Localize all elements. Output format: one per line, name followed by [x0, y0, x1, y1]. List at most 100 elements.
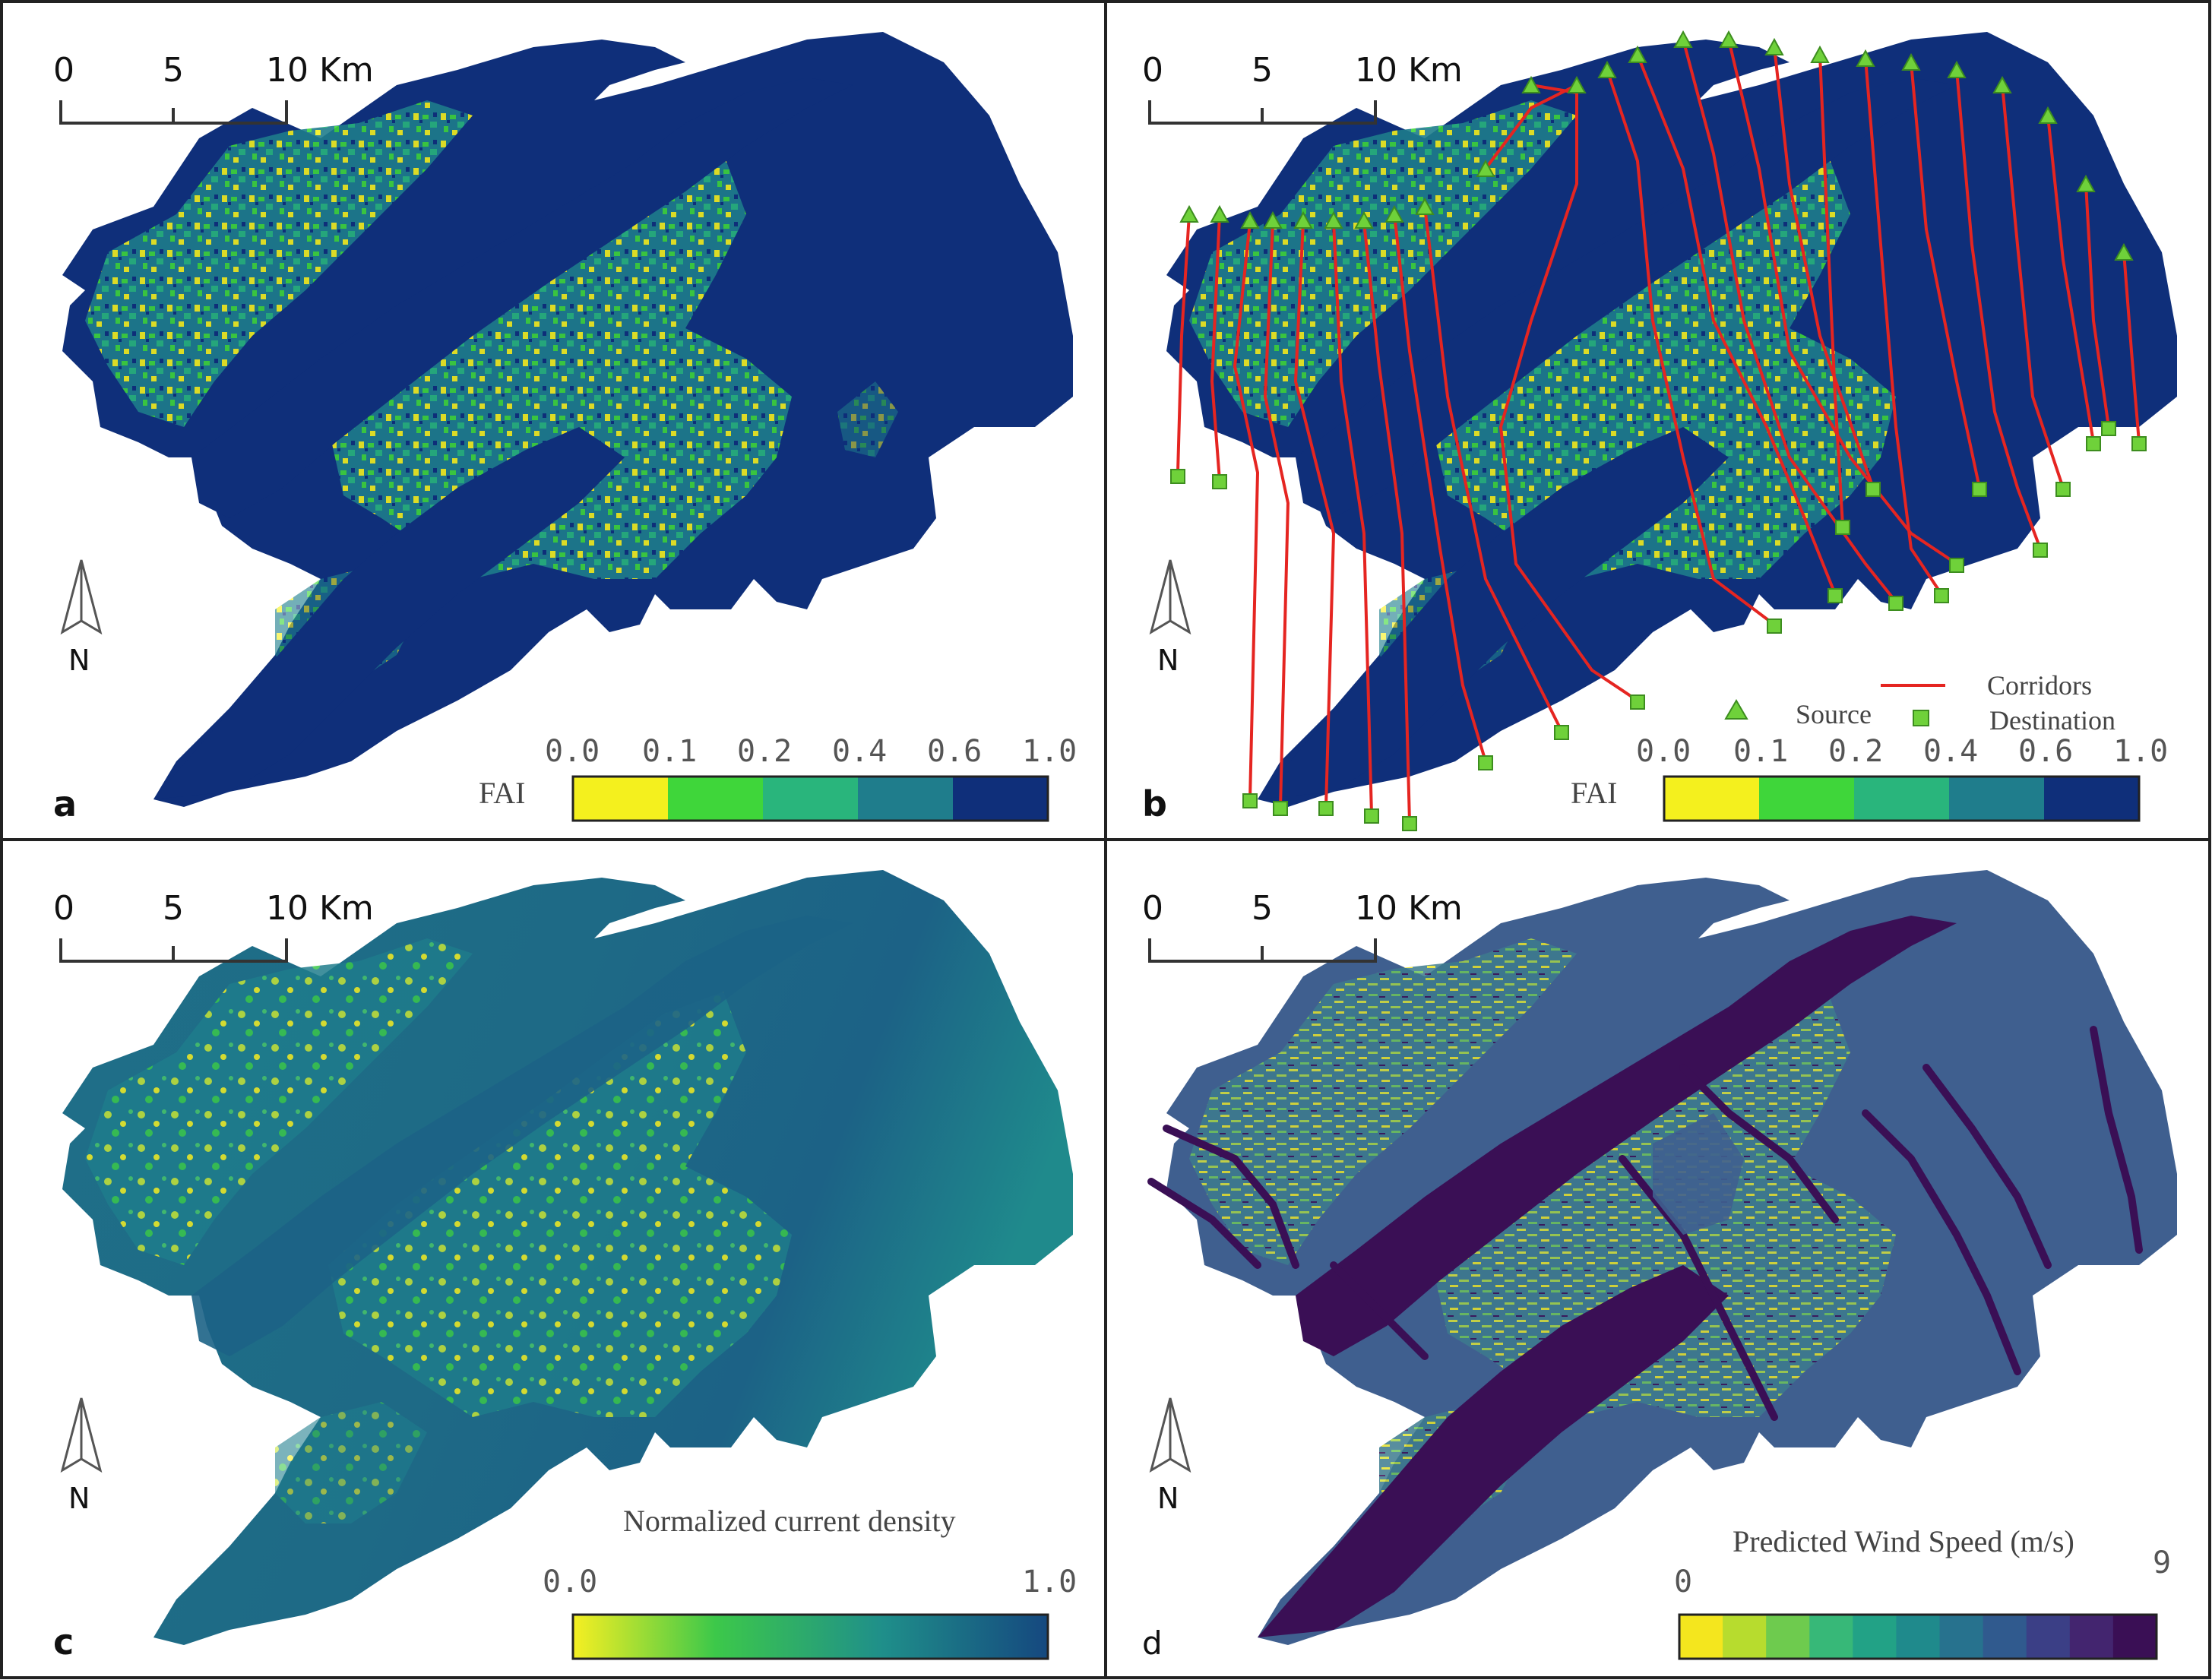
legend-b: FAI 0.0 0.1 0.2 0.4 0.6 1.0 [1571, 734, 2168, 822]
source-marker [1521, 75, 1541, 93]
scale-tick-0: 0 [1142, 51, 1163, 90]
legend-swatch [1949, 777, 2045, 821]
scale-bar: 0 5 10 Km [1142, 51, 1463, 125]
destination-marker [1888, 596, 1903, 611]
corridors-label: Corridors [1987, 670, 2092, 701]
destination-marker [2086, 436, 2101, 451]
legend-swatch [2112, 1615, 2157, 1659]
north-label: N [1157, 644, 1179, 677]
north-arrow: N [60, 1397, 103, 1515]
legend-swatch [763, 777, 859, 821]
scale-tick-5: 5 [1252, 889, 1273, 928]
source-marker [1354, 210, 1374, 229]
legend-title: Normalized current density [623, 1504, 956, 1538]
scale-tick-10: 10 Km [266, 889, 374, 928]
destination-marker [1972, 482, 1987, 497]
source-points [1179, 30, 2134, 261]
panel-b: 0 5 10 Km N Corridors Source Destination… [1142, 30, 2177, 831]
north-label: N [68, 644, 90, 677]
north-label: N [68, 1482, 90, 1515]
legend-title: FAI [479, 776, 525, 810]
legend-tick: 0.4 [1923, 734, 1978, 769]
legend-swatch [668, 777, 764, 821]
north-label: N [1157, 1482, 1179, 1515]
scale-tick-10: 10 Km [266, 51, 374, 90]
source-marker [1293, 210, 1313, 229]
legend-tick: 0.1 [1733, 734, 1788, 769]
legend-title: FAI [1571, 776, 1617, 810]
legend-swatch [1723, 1615, 1767, 1659]
source-marker [1673, 30, 1693, 48]
source-marker [2114, 242, 2134, 261]
source-label: Source [1796, 699, 1872, 729]
legend-a: FAI 0.0 0.1 0.2 0.4 0.6 1.0 [479, 734, 1077, 822]
source-marker [1597, 60, 1617, 78]
destination-points [1170, 421, 2147, 831]
legend-tick: 1.0 [1022, 1565, 1077, 1599]
legend-swatch [2026, 1615, 2071, 1659]
legend-d: Predicted Wind Speed (m/s) 0 9 [1674, 1524, 2171, 1660]
corridors [1176, 39, 2141, 823]
panel-letter: c [53, 1621, 74, 1663]
legend-swatch [2044, 777, 2140, 821]
scale-bar: 0 5 10 Km [53, 889, 374, 963]
panel-letter: a [53, 783, 77, 824]
map-d [1147, 870, 2177, 1645]
scale-tick-0: 0 [53, 51, 74, 90]
destination-marker [1554, 725, 1569, 740]
legend-bar [1663, 775, 2141, 822]
legend-bar [1678, 1613, 2158, 1660]
legend-ticks: 0.0 0.1 0.2 0.4 0.6 1.0 [545, 734, 1077, 769]
legend-border [1663, 775, 2141, 822]
legend-bar [571, 775, 1049, 822]
destination-swatch [1913, 710, 1929, 726]
source-marker [1384, 204, 1404, 223]
legend-swatch [1853, 1615, 1897, 1659]
source-marker [1567, 75, 1587, 93]
legend-swatch [2069, 1615, 2114, 1659]
destination-marker [2131, 436, 2147, 451]
legend-tick: 0 [1674, 1565, 1692, 1599]
legend-tick: 0.6 [927, 734, 982, 769]
legend-swatch [1939, 1615, 1984, 1659]
destination-marker [1478, 755, 1493, 770]
legend-swatch [1854, 777, 1950, 821]
north-arrow: N [1149, 559, 1191, 677]
source-marker [1263, 210, 1283, 229]
panel-letter: d [1142, 1625, 1163, 1662]
legend-tick: 9 [2153, 1546, 2171, 1580]
legend-tick: 0.2 [1828, 734, 1883, 769]
source-marker [1764, 37, 1784, 55]
legend-tick: 0.0 [543, 1565, 597, 1599]
panel-c: 0 5 10 Km N Normalized current density 0… [53, 870, 1077, 1663]
destination-marker [1949, 558, 1964, 573]
destination-marker [1242, 793, 1258, 808]
legend-swatch [1679, 1615, 1723, 1659]
source-marker [1719, 30, 1739, 48]
source-marker [1240, 210, 1260, 229]
north-arrow: N [1149, 1397, 1191, 1515]
source-marker [1476, 159, 1495, 177]
destination-marker [1767, 619, 1782, 634]
legend-swatch [1809, 1615, 1853, 1659]
legend-swatch [1766, 1615, 1810, 1659]
overlay-legend: Corridors Source Destination [1724, 670, 2115, 736]
scale-bar: 0 5 10 Km [53, 51, 374, 125]
current-hotspots [85, 938, 792, 1523]
legend-tick: 0.6 [2018, 734, 2073, 769]
destination-marker [1630, 694, 1645, 710]
scale-tick-5: 5 [163, 51, 184, 90]
legend-swatch [953, 777, 1049, 821]
scale-tick-10: 10 Km [1355, 51, 1463, 90]
source-marker [2076, 174, 2096, 192]
destination-marker [1170, 469, 1185, 484]
scale-tick-0: 0 [1142, 889, 1163, 928]
legend-swatch [858, 777, 954, 821]
legend-swatch [573, 777, 669, 821]
legend-tick: 0.0 [545, 734, 600, 769]
north-arrow: N [60, 559, 103, 677]
legend-swatch [1664, 777, 1760, 821]
legend-tick: 0.4 [832, 734, 887, 769]
legend-tick: 0.0 [1636, 734, 1691, 769]
destination-marker [2055, 482, 2071, 497]
